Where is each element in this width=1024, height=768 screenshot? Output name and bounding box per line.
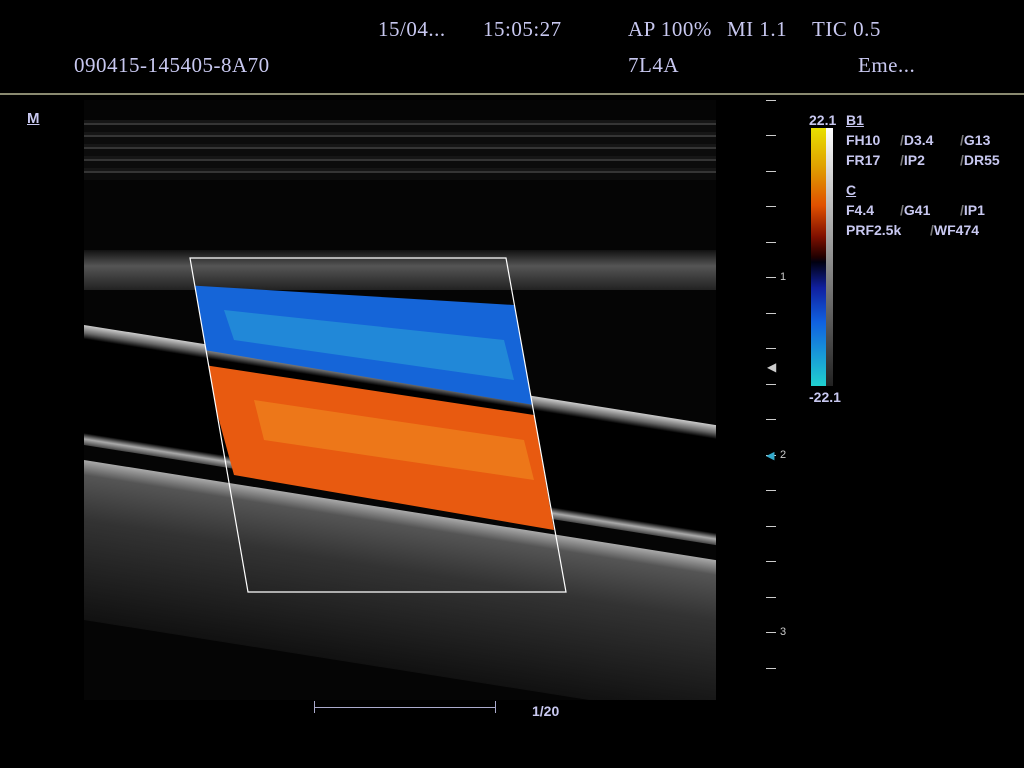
color-velocity-scale	[811, 128, 833, 386]
sep: /	[960, 202, 964, 218]
param: G41	[903, 202, 931, 218]
sep: /	[900, 202, 904, 218]
depth-label: 2	[780, 449, 787, 461]
b-mode-title: B1	[846, 112, 864, 128]
param: FR17	[846, 152, 881, 168]
sep: /	[960, 152, 964, 168]
mechanical-index: MI 1.1	[727, 17, 788, 41]
param: F4.4	[846, 202, 875, 218]
param: PRF2.5k	[846, 222, 902, 238]
sep: /	[960, 132, 964, 148]
ultrasound-image[interactable]	[84, 100, 716, 700]
time: 15:05:27	[483, 17, 562, 41]
param: DR55	[963, 152, 1000, 168]
date: 15/04...	[378, 17, 446, 41]
orientation-marker: M	[27, 110, 40, 127]
color-mode-title: C	[846, 182, 857, 198]
depth-label: 3	[780, 626, 787, 638]
scale-label: 1/20	[532, 703, 560, 719]
param: IP2	[903, 152, 925, 168]
velocity-min: -22.1	[809, 389, 841, 405]
param: D3.4	[903, 132, 934, 148]
param: G13	[963, 132, 991, 148]
sep: /	[930, 222, 934, 238]
header-divider	[0, 93, 1024, 95]
thermal-index: TIC 0.5	[812, 17, 881, 41]
velocity-max: 22.1	[809, 112, 837, 128]
sep: /	[900, 152, 904, 168]
param: IP1	[963, 202, 985, 218]
focus-marker-icon[interactable]: ◀	[767, 360, 777, 374]
param: WF474	[933, 222, 980, 238]
color-focus-marker-icon[interactable]: ◀	[766, 450, 775, 462]
patient-id: 090415-145405-8A70	[74, 53, 270, 77]
probe: 7L4A	[628, 53, 679, 77]
depth-label: 1	[780, 271, 787, 283]
sep: /	[900, 132, 904, 148]
color-doppler-box[interactable]	[84, 100, 716, 700]
acoustic-power: AP 100%	[628, 17, 712, 41]
param: FH10	[846, 132, 881, 148]
preset: Eme...	[858, 53, 916, 77]
